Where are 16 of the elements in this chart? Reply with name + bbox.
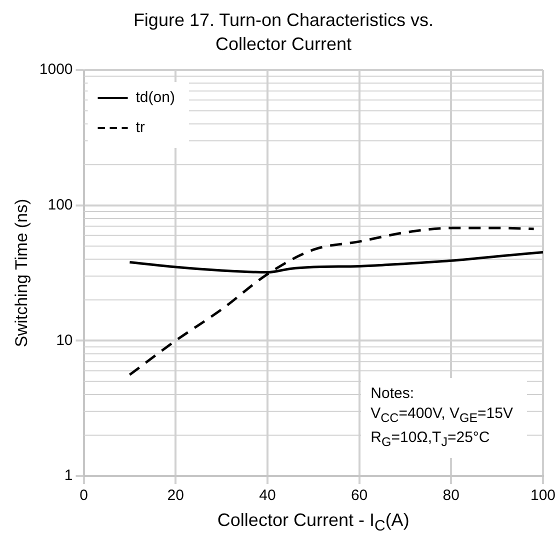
text: Notes: V$_{CC}$=400V, V$_{GE}$=15V R$_{G}$=10Ω,T$_{J}$=25°C	[370, 385, 513, 449]
x-tick-label: 40	[259, 487, 276, 504]
y-tick-label: 10	[56, 332, 73, 349]
chart-title: Figure 17. Turn-on Characteristics vs. Collector Current	[132, 9, 435, 56]
legend-label: td(on)	[136, 89, 175, 106]
y-tick-label: 1	[64, 467, 73, 484]
y-axis-title: Switching Time (ns)	[12, 198, 31, 348]
x-tick-label: 60	[350, 487, 368, 504]
y-tick-label: 1000	[39, 61, 73, 78]
x-tick-label: 20	[167, 487, 184, 504]
x-tick-label: 100	[530, 487, 556, 504]
legend-label: tr	[136, 119, 145, 136]
y-tick-label: 100	[48, 196, 73, 214]
x-tick-label: 0	[80, 487, 88, 504]
x-tick-label: 80	[442, 487, 460, 504]
x-axis-title: Collector Current - I$_{C}$(A)	[216, 510, 410, 535]
